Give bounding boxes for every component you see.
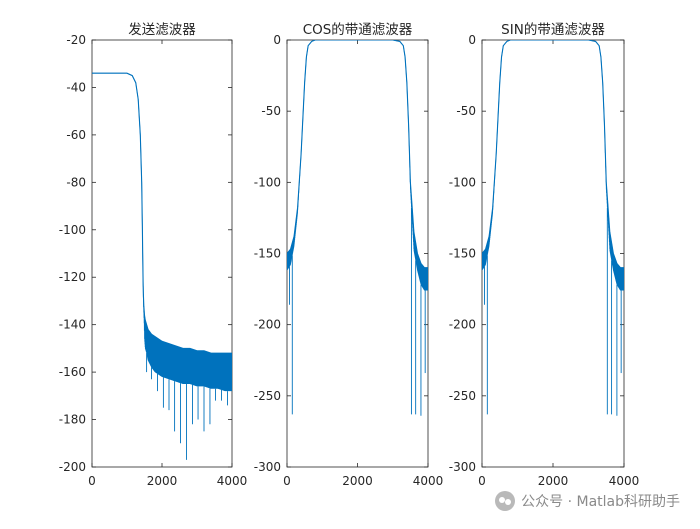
- y-tick-label: 0: [273, 33, 281, 47]
- x-tick-label: 0: [478, 474, 486, 488]
- wechat-icon: [495, 491, 516, 511]
- axes-box: [481, 39, 625, 468]
- y-tick-label: -250: [254, 389, 281, 403]
- x-tick-label: 2000: [342, 474, 373, 488]
- y-tick-label: -100: [59, 223, 86, 237]
- y-tick-label: -150: [254, 247, 281, 261]
- x-tick-label: 4000: [413, 474, 444, 488]
- x-tick-label: 4000: [609, 474, 640, 488]
- watermark-text: 公众号 · Matlab科研助手: [521, 494, 680, 510]
- series-line: [482, 40, 624, 269]
- axes-box: [286, 39, 429, 468]
- y-tick-label: -40: [66, 80, 86, 94]
- y-tick-label: -300: [449, 460, 476, 474]
- watermark: 公众号 · Matlab科研助手: [495, 491, 680, 511]
- y-tick-label: -60: [66, 128, 86, 142]
- y-tick-label: -50: [261, 104, 281, 118]
- y-tick-label: -120: [59, 270, 86, 284]
- chart-title: 发送滤波器: [128, 22, 196, 38]
- y-tick-label: -200: [59, 460, 86, 474]
- plot-data: [92, 72, 232, 460]
- y-tick-label: -300: [254, 460, 281, 474]
- y-tick-label: -140: [59, 318, 86, 332]
- plot-data: [482, 40, 624, 416]
- chart-title: COS的带通滤波器: [303, 22, 413, 38]
- series-line: [92, 72, 232, 354]
- y-tick-label: -200: [449, 318, 476, 332]
- y-tick-label: -50: [456, 104, 476, 118]
- y-tick-label: -200: [254, 318, 281, 332]
- y-tick-label: 0: [468, 33, 476, 47]
- x-tick-label: 2000: [147, 474, 178, 488]
- x-tick-label: 0: [283, 474, 291, 488]
- plot-data: [287, 40, 428, 416]
- y-tick-label: -180: [59, 413, 86, 427]
- y-tick-label: -250: [449, 389, 476, 403]
- x-tick-label: 0: [88, 474, 96, 488]
- axes-box: [91, 39, 233, 468]
- y-tick-label: -100: [449, 175, 476, 189]
- series-line: [287, 40, 428, 269]
- y-tick-label: -150: [449, 247, 476, 261]
- y-tick-label: -20: [66, 33, 86, 47]
- subplot-1: -20 -40 -60 -80 -100 -120 -140 -160 -180 -2000 200…: [59, 22, 248, 488]
- x-tick-label: 2000: [538, 474, 569, 488]
- y-tick-label: -160: [59, 365, 86, 379]
- y-tick-label: -80: [66, 175, 86, 189]
- y-tick-label: -100: [254, 175, 281, 189]
- chart-title: SIN的带通滤波器: [501, 22, 605, 38]
- x-tick-label: 4000: [217, 474, 248, 488]
